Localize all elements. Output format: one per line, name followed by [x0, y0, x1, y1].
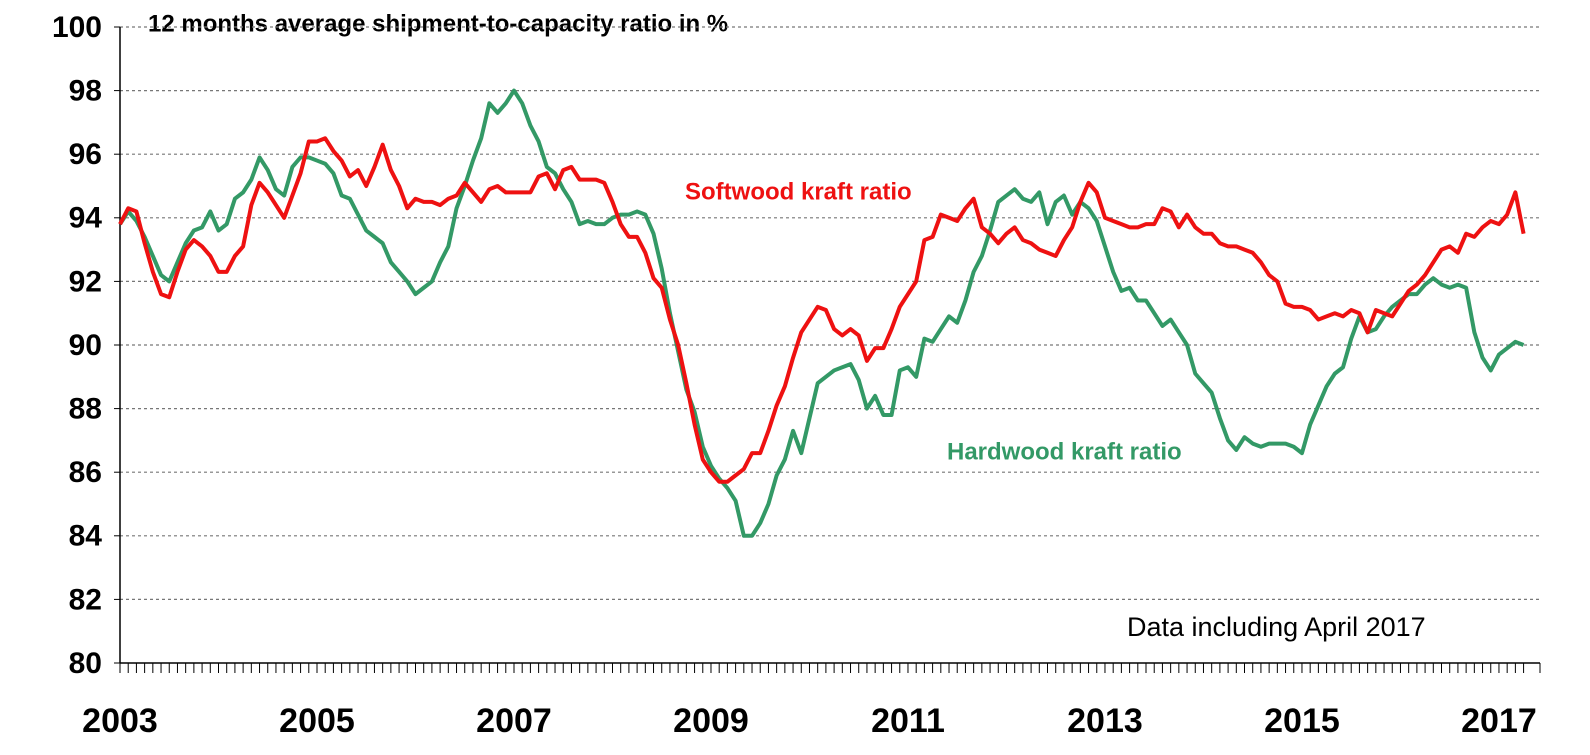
- y-tick-label: 90: [69, 329, 102, 362]
- y-tick-label: 88: [69, 393, 102, 426]
- x-tick-label: 2009: [673, 702, 749, 740]
- y-tick-label: 92: [69, 265, 102, 298]
- y-tick-label: 100: [52, 11, 102, 44]
- x-tick-label: 2005: [279, 702, 355, 740]
- x-tick-label: 2007: [476, 702, 552, 740]
- y-tick-label: 80: [69, 647, 102, 680]
- annotation: Data including April 2017: [1127, 612, 1426, 642]
- line-series: [118, 88, 1525, 538]
- chart-title: 12 months average shipment-to-capacity r…: [148, 10, 728, 37]
- x-tick-label: 2015: [1264, 702, 1340, 740]
- x-tick-label: 2003: [82, 702, 158, 740]
- line-series: [118, 136, 1526, 484]
- annotation: Softwood kraft ratio: [685, 178, 912, 205]
- x-tick-label: 2011: [871, 702, 945, 740]
- annotation: Hardwood kraft ratio: [947, 438, 1182, 465]
- y-tick-label: 82: [69, 583, 102, 616]
- y-tick-label: 96: [69, 138, 102, 171]
- y-tick-label: 84: [69, 520, 103, 553]
- y-tick-label: 98: [69, 75, 102, 108]
- y-tick-label: 94: [69, 202, 103, 235]
- y-tick-label: 86: [69, 456, 102, 489]
- x-tick-label: 2017: [1461, 702, 1537, 740]
- x-tick-label: 2013: [1067, 702, 1143, 740]
